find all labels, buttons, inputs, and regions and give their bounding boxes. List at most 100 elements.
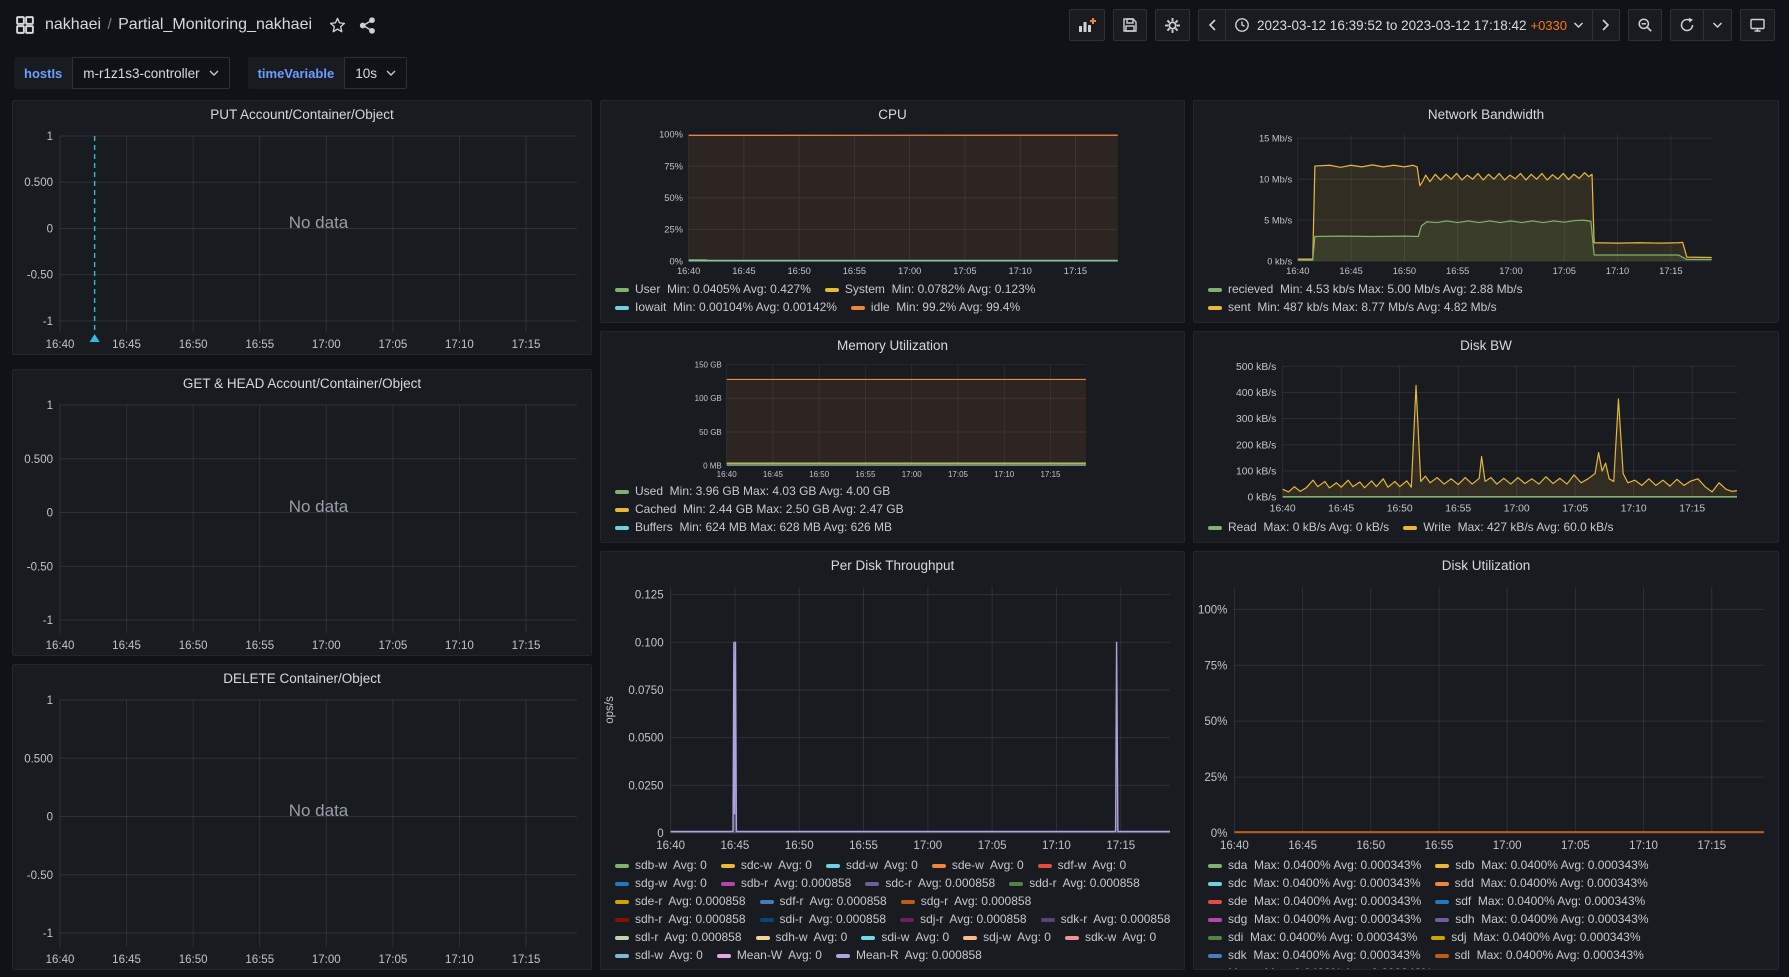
breadcrumb-folder[interactable]: nakhaei (45, 16, 102, 33)
legend-item[interactable]: sdc Max: 0.0400% Avg: 0.000343% (1208, 875, 1421, 892)
add-panel-button[interactable] (1069, 9, 1105, 41)
zoom-out-time-button[interactable] (1628, 9, 1662, 41)
legend: Used Min: 3.96 GB Max: 4.03 GB Avg: 4.00… (601, 481, 1184, 542)
legend-item[interactable]: sda Max: 0.0400% Avg: 0.000343% (1208, 857, 1421, 874)
svg-text:16:55: 16:55 (1425, 840, 1454, 852)
svg-text:-1: -1 (43, 316, 53, 328)
time-series-chart[interactable]: 16:40 16:45 16:50 16:55 17:00 17:05 17:10 17:15… (13, 397, 591, 655)
legend-item[interactable]: Mean Max: 0.0400% Avg: 0.000343% (1208, 965, 1432, 969)
variable-timeVariable-value-dropdown[interactable]: 10s (344, 57, 407, 89)
panel-title[interactable]: CPU (878, 107, 907, 122)
legend-item[interactable]: sdd Max: 0.0400% Avg: 0.000343% (1434, 875, 1648, 892)
star-icon[interactable] (327, 15, 348, 36)
svg-text:15 Mb/s: 15 Mb/s (1259, 133, 1293, 143)
variable-hostIs-value-dropdown[interactable]: m-r1z1s3-controller (72, 57, 230, 89)
legend-item[interactable]: sdg-r Avg: 0.000858 (900, 893, 1031, 910)
time-series-chart[interactable]: 16:40 16:45 16:50 16:55 17:00 17:05 17:10 17:15… (1194, 579, 1778, 855)
legend-item[interactable]: sdh-r Avg: 0.000858 (615, 911, 746, 928)
svg-text:75%: 75% (1204, 660, 1227, 672)
legend-item[interactable]: Write Max: 427 kB/s Avg: 60.0 kB/s (1403, 519, 1614, 536)
legend-item[interactable]: sdd-r Avg: 0.000858 (1009, 875, 1140, 892)
legend-item[interactable]: sent Min: 487 kb/s Max: 8.77 Mb/s Avg: 4… (1208, 299, 1497, 316)
svg-text:16:50: 16:50 (1393, 266, 1416, 276)
legend-item[interactable]: sdf-r Avg: 0.000858 (759, 893, 887, 910)
legend-item[interactable]: User Min: 0.0405% Avg: 0.427% (615, 281, 811, 298)
breadcrumb-dashboard-title[interactable]: Partial_Monitoring_nakhaei (118, 16, 313, 33)
legend-item[interactable]: sdj Max: 0.0400% Avg: 0.000343% (1431, 929, 1641, 946)
svg-text:17:10: 17:10 (1009, 266, 1032, 276)
time-shift-back-button[interactable] (1198, 9, 1226, 41)
legend-item[interactable]: Buffers Min: 624 MB Max: 628 MB Avg: 626… (615, 519, 892, 536)
time-series-chart[interactable]: 16:40 16:45 16:50 16:55 17:00 17:05 17:10 17:15… (1194, 359, 1778, 517)
legend-item[interactable]: sdh-w Avg: 0 (755, 929, 847, 946)
panel-title[interactable]: Disk Utilization (1441, 558, 1531, 573)
svg-text:16:45: 16:45 (1328, 504, 1354, 515)
time-series-chart[interactable]: 16:40 16:45 16:50 16:55 17:00 17:05 17:10 17:15… (601, 579, 1184, 855)
legend-item[interactable]: Used Min: 3.96 GB Max: 4.03 GB Avg: 4.00… (615, 483, 890, 500)
panel-title[interactable]: Network Bandwidth (1427, 107, 1545, 122)
legend-item[interactable]: sdg-w Avg: 0 (615, 875, 707, 892)
legend-item[interactable]: sdf-w Avg: 0 (1037, 857, 1126, 874)
svg-text:17:15: 17:15 (1679, 504, 1705, 515)
legend-item[interactable]: sde-w Avg: 0 (931, 857, 1024, 874)
legend-item[interactable]: sdi-r Avg: 0.000858 (759, 911, 886, 928)
legend-item[interactable]: sdd-w Avg: 0 (825, 857, 918, 874)
legend-item[interactable]: sdi-w Avg: 0 (861, 929, 949, 946)
legend-item[interactable]: sdg Max: 0.0400% Avg: 0.000343% (1208, 911, 1421, 928)
legend-item[interactable]: sdl-r Avg: 0.000858 (615, 929, 742, 946)
dashboards-grid-icon[interactable] (14, 14, 36, 36)
legend-item[interactable]: sdi Max: 0.0400% Avg: 0.000343% (1208, 929, 1417, 946)
legend-item[interactable]: sdk Max: 0.0400% Avg: 0.000343% (1208, 947, 1421, 964)
cycle-view-mode-button[interactable] (1740, 9, 1775, 41)
legend-item[interactable]: sde-r Avg: 0.000858 (615, 893, 746, 910)
panel-title[interactable]: GET & HEAD Account/Container/Object (182, 376, 422, 391)
panel-title[interactable]: PUT Account/Container/Object (210, 107, 394, 122)
legend-item[interactable]: sdb-r Avg: 0.000858 (720, 875, 851, 892)
dashboard-settings-button[interactable] (1155, 9, 1190, 41)
legend-item[interactable]: recieved Min: 4.53 kb/s Max: 5.00 Mb/s A… (1208, 281, 1523, 298)
legend-item[interactable]: sdc-r Avg: 0.000858 (865, 875, 995, 892)
legend-item[interactable]: Read Max: 0 kB/s Avg: 0 kB/s (1208, 519, 1389, 536)
time-series-chart[interactable]: 16:40 16:45 16:50 16:55 17:00 17:05 17:10 17:15… (601, 128, 1184, 279)
svg-text:0.0500: 0.0500 (628, 733, 663, 745)
share-icon[interactable] (357, 15, 378, 36)
time-shift-forward-button[interactable] (1592, 9, 1620, 41)
legend-item[interactable]: sde Max: 0.0400% Avg: 0.000343% (1208, 893, 1421, 910)
legend-item[interactable]: sdb Max: 0.0400% Avg: 0.000343% (1435, 857, 1649, 874)
svg-text:1: 1 (47, 400, 53, 412)
svg-text:16:55: 16:55 (1446, 266, 1469, 276)
legend-item[interactable]: Cached Min: 2.44 GB Max: 2.50 GB Avg: 2.… (615, 501, 904, 518)
panel-title[interactable]: Per Disk Throughput (830, 558, 955, 573)
legend-item[interactable]: Mean-R Avg: 0.000858 (835, 947, 982, 964)
legend-item[interactable]: sdl-w Avg: 0 (615, 947, 703, 964)
time-series-chart[interactable]: 16:40 16:45 16:50 16:55 17:00 17:05 17:10 17:15… (13, 128, 591, 354)
legend-item[interactable]: sdh Max: 0.0400% Avg: 0.000343% (1435, 911, 1649, 928)
svg-text:17:05: 17:05 (378, 954, 407, 966)
panel-title[interactable]: Disk BW (1460, 338, 1512, 353)
legend-item[interactable]: Iowait Min: 0.00104% Avg: 0.00142% (615, 299, 837, 316)
panel-title[interactable]: DELETE Container/Object (223, 671, 381, 686)
time-series-chart[interactable]: 16:40 16:45 16:50 16:55 17:00 17:05 17:10 17:15… (1194, 128, 1778, 279)
legend-item[interactable]: sdc-w Avg: 0 (720, 857, 812, 874)
refresh-interval-dropdown[interactable] (1703, 9, 1732, 41)
svg-text:17:15: 17:15 (1106, 840, 1135, 852)
legend-item[interactable]: sdb-w Avg: 0 (615, 857, 707, 874)
refresh-button[interactable] (1670, 9, 1704, 41)
legend-item[interactable]: Mean-W Avg: 0 (716, 947, 822, 964)
legend-item[interactable]: idle Min: 99.2% Avg: 99.4% (850, 299, 1020, 316)
legend-item[interactable]: sdj-r Avg: 0.000858 (900, 911, 1027, 928)
legend-item[interactable]: sdk-w Avg: 0 (1064, 929, 1156, 946)
time-range-picker[interactable]: 2023-03-12 16:39:52 to 2023-03-12 17:18:… (1225, 9, 1593, 41)
svg-text:17:05: 17:05 (1562, 504, 1588, 515)
panel-title[interactable]: Memory Utilization (836, 338, 949, 353)
legend-item[interactable]: sdf Max: 0.0400% Avg: 0.000343% (1435, 893, 1645, 910)
time-series-chart[interactable]: 16:40 16:45 16:50 16:55 17:00 17:05 17:10 17:15… (601, 359, 1184, 481)
legend-item[interactable]: sdj-w Avg: 0 (963, 929, 1051, 946)
legend-item[interactable]: sdl Max: 0.0400% Avg: 0.000343% (1434, 947, 1644, 964)
svg-text:0%: 0% (1211, 828, 1228, 840)
time-series-chart[interactable]: 16:40 16:45 16:50 16:55 17:00 17:05 17:10 17:15… (13, 692, 591, 969)
save-dashboard-button[interactable] (1113, 9, 1147, 41)
legend-item[interactable]: sdk-r Avg: 0.000858 (1040, 911, 1170, 928)
svg-text:1: 1 (47, 695, 53, 707)
legend-item[interactable]: System Min: 0.0782% Avg: 0.123% (824, 281, 1035, 298)
